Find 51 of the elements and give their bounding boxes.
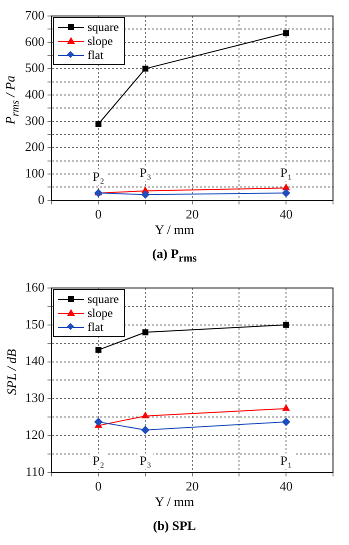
point bbox=[95, 346, 102, 353]
point bbox=[141, 426, 150, 434]
legend-label: square bbox=[88, 20, 119, 34]
y-tick-label: 160 bbox=[25, 279, 44, 294]
annotation: P₂ bbox=[92, 168, 104, 184]
x-axis-title: Y / mm bbox=[154, 494, 196, 510]
y-tick-label: 150 bbox=[25, 316, 44, 332]
legend-label: square bbox=[88, 292, 119, 306]
x-axis-title: Y / mm bbox=[154, 222, 196, 238]
legend-label: flat bbox=[88, 48, 104, 62]
y-tick-label: 200 bbox=[25, 139, 44, 154]
y-tick-label: 110 bbox=[25, 464, 44, 479]
annotation: P₃ bbox=[139, 164, 152, 180]
y-tick-label: 100 bbox=[25, 165, 44, 180]
point bbox=[95, 121, 102, 127]
annotation: P₂ bbox=[92, 452, 104, 468]
y-tick-label: 140 bbox=[25, 353, 44, 368]
point bbox=[282, 189, 290, 198]
point bbox=[142, 329, 148, 336]
y-tick-label: 400 bbox=[25, 86, 44, 102]
x-tick-label: 0 bbox=[95, 206, 102, 222]
text: (b) SPL bbox=[152, 518, 197, 534]
point bbox=[282, 404, 290, 411]
y-tick-label: 130 bbox=[25, 390, 44, 406]
y-axis-title: SPL / dB bbox=[4, 349, 20, 395]
x-tick-label: 40 bbox=[280, 206, 293, 222]
y-tick-label: 0 bbox=[38, 192, 44, 207]
y-tick-label: 120 bbox=[25, 426, 44, 442]
y-tick-label: 600 bbox=[25, 34, 44, 49]
x-tick-label: 20 bbox=[186, 206, 199, 222]
y-tick-label: 700 bbox=[25, 7, 44, 22]
point bbox=[283, 322, 290, 328]
x-tick-label: 0 bbox=[95, 478, 102, 494]
point bbox=[283, 30, 290, 36]
y-tick-label: 300 bbox=[25, 112, 44, 128]
annotation: P₁ bbox=[280, 164, 292, 180]
x-tick-label: 20 bbox=[186, 478, 199, 494]
point bbox=[141, 190, 150, 199]
annotation: P₁ bbox=[280, 452, 292, 468]
point bbox=[94, 418, 102, 426]
x-tick-label: 40 bbox=[280, 478, 293, 494]
annotation: P₃ bbox=[139, 452, 152, 468]
point bbox=[282, 184, 290, 190]
text: (a) P$_{rms}$ bbox=[151, 246, 198, 265]
legend-label: slope bbox=[88, 34, 113, 48]
point bbox=[142, 66, 148, 72]
point bbox=[282, 418, 290, 426]
y-tick-label: 500 bbox=[25, 60, 44, 76]
legend-label: flat bbox=[88, 320, 104, 334]
legend-label: slope bbox=[88, 306, 113, 320]
point bbox=[142, 412, 149, 418]
